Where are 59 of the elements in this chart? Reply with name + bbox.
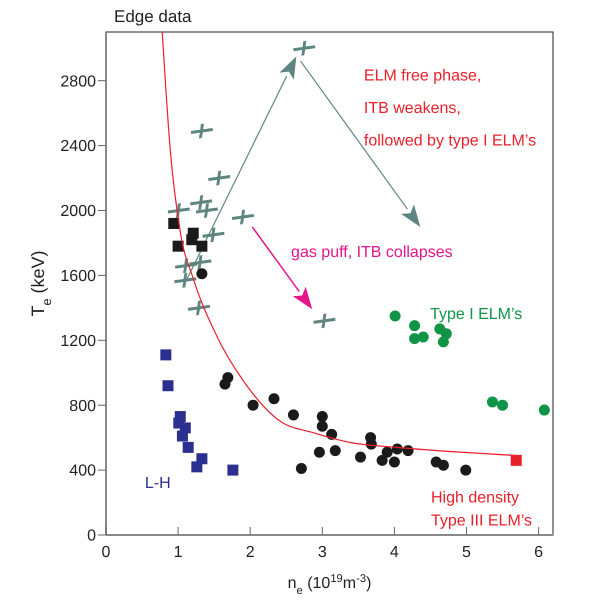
x-tick-label: 0 <box>102 544 111 561</box>
y-tick-label: 2400 <box>60 138 96 156</box>
point <box>316 411 328 422</box>
point <box>186 234 198 246</box>
point <box>227 464 238 476</box>
annotation: ELM free phase, <box>364 67 482 84</box>
point <box>538 404 550 416</box>
chart-title: Edge data <box>114 7 192 26</box>
y-tick-label: 0 <box>87 528 96 545</box>
y-tick-label: 1200 <box>60 332 96 350</box>
annotation: gas puff, ITB collapses <box>291 244 453 261</box>
point <box>160 349 172 360</box>
point <box>268 393 280 404</box>
point <box>376 454 388 466</box>
point <box>418 332 429 343</box>
point <box>497 400 508 411</box>
point <box>296 462 307 474</box>
point <box>438 336 449 348</box>
point <box>219 378 230 390</box>
point <box>438 460 449 471</box>
y-tick-label: 1600 <box>60 268 96 285</box>
point <box>288 409 299 420</box>
annotation: followed by type I ELM’s <box>364 132 536 150</box>
point <box>409 320 420 332</box>
point <box>182 442 194 453</box>
annotation: High density <box>430 489 520 506</box>
point <box>196 268 208 280</box>
point <box>390 310 401 322</box>
point <box>248 400 259 411</box>
annotation: Type III ELM’s <box>430 512 532 530</box>
x-tick-label: 6 <box>534 544 544 561</box>
x-tick-label: 3 <box>318 544 327 561</box>
point <box>330 445 341 456</box>
point <box>510 454 522 466</box>
y-tick-label: 2800 <box>60 73 96 90</box>
annotation: ITB weakens, <box>364 100 461 118</box>
x-tick-label: 4 <box>390 544 399 561</box>
point <box>388 456 400 468</box>
point <box>196 240 208 252</box>
point <box>168 218 180 229</box>
point <box>172 240 184 252</box>
point <box>382 446 393 458</box>
point <box>355 452 366 463</box>
point <box>176 430 188 442</box>
annotation: L-H <box>144 474 171 492</box>
point <box>314 446 325 458</box>
y-tick-label: 2000 <box>60 203 96 220</box>
annotation: Type I ELM’s <box>430 306 522 323</box>
point <box>316 420 328 432</box>
y-tick-label: 400 <box>69 462 96 480</box>
point <box>191 461 202 472</box>
x-axis-title: n$_{e}$ (10$^{19}$m$^{-3}$) <box>288 573 372 597</box>
x-tick-label: 1 <box>174 544 183 561</box>
point <box>162 380 174 392</box>
x-tick-label: 2 <box>246 544 255 561</box>
x-tick-label: 5 <box>462 544 472 561</box>
point <box>486 396 498 408</box>
y-tick-label: 800 <box>69 398 96 415</box>
point <box>460 464 472 476</box>
